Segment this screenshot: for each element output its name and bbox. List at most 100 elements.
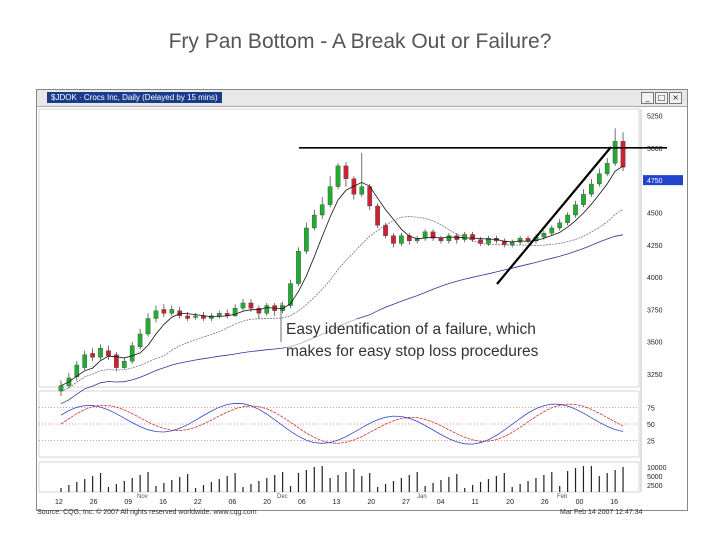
candle-body xyxy=(216,313,222,317)
x-axis-tick-label: 26 xyxy=(90,499,98,506)
price-axis-label: 3500 xyxy=(647,340,663,347)
candle-body xyxy=(359,186,365,195)
candle-body xyxy=(98,348,103,358)
candle-body xyxy=(82,354,88,368)
oscillator-line-b xyxy=(60,402,624,445)
price-axis-label: 4500 xyxy=(647,210,663,217)
candle-body xyxy=(121,360,127,368)
candle-body xyxy=(414,238,420,242)
x-axis-tick-label: 13 xyxy=(333,499,341,506)
volume-axis-label: 5000 xyxy=(647,474,663,481)
candle-body xyxy=(304,227,309,252)
price-axis-label: 3250 xyxy=(647,372,663,379)
candle-body xyxy=(232,307,238,317)
x-axis-tick-label: 16 xyxy=(159,499,167,506)
candle-body xyxy=(343,165,349,179)
footer-timestamp: Mar Feb 14 2007 12:47:34 xyxy=(560,509,643,516)
trend-line xyxy=(496,146,612,285)
x-axis-tick-label: 04 xyxy=(437,499,445,506)
candle-body xyxy=(351,178,357,195)
footer-source: Source: CQG, Inc. © 2007 All rights rese… xyxy=(37,509,257,516)
candle-body xyxy=(430,231,436,239)
candle-body xyxy=(422,231,428,239)
candle-body xyxy=(541,232,547,238)
time-marker-label: Jan xyxy=(417,494,427,500)
candle-body xyxy=(565,214,570,223)
close-button[interactable]: × xyxy=(669,92,682,104)
candle-body xyxy=(106,350,111,357)
candle-body xyxy=(201,315,206,319)
candle-body xyxy=(264,305,270,314)
candle-body xyxy=(557,222,563,229)
window-caption: $JDOK · Crocs Inc, Daily (Delayed by 15 … xyxy=(47,92,222,103)
candle-body xyxy=(525,238,531,242)
candle-body xyxy=(114,354,119,368)
oscillator-axis-label: 75 xyxy=(647,406,655,413)
candle-body xyxy=(193,315,198,318)
candle-body xyxy=(375,205,380,226)
annotation-line-1: Easy identification of a failure, which xyxy=(286,321,536,338)
candle-body xyxy=(612,141,618,164)
candle-body xyxy=(470,234,475,240)
moving-average-fast xyxy=(60,165,624,387)
x-axis-tick-label: 20 xyxy=(263,499,271,506)
x-axis-tick-label: 16 xyxy=(610,499,618,506)
price-axis-label: 5000 xyxy=(647,146,663,153)
slide-title: Fry Pan Bottom - A Break Out or Failure? xyxy=(168,30,552,53)
annotation-line-2: makes for easy stop loss procedures xyxy=(286,343,539,360)
x-axis-tick-label: 09 xyxy=(124,499,132,506)
candle-body xyxy=(391,235,396,244)
candle-body xyxy=(335,165,341,187)
candle-body xyxy=(185,315,190,319)
oscillator-axis-label: 50 xyxy=(647,422,655,429)
candle-body xyxy=(288,283,293,306)
candle-body xyxy=(438,238,444,242)
x-axis-tick-label: 00 xyxy=(576,499,584,506)
candle-body xyxy=(517,238,523,243)
candle-body xyxy=(90,353,95,358)
candle-body xyxy=(596,173,602,185)
price-axis-label: 3750 xyxy=(647,307,663,314)
candle-body xyxy=(399,235,404,244)
volume-panel-frame xyxy=(38,461,640,493)
x-axis-tick-label: 06 xyxy=(229,499,237,506)
time-marker-label: Feb xyxy=(557,494,568,500)
candle-body xyxy=(367,186,373,207)
time-marker-label: Nov xyxy=(137,494,148,500)
candle-body xyxy=(319,204,325,216)
x-axis-tick-label: 20 xyxy=(506,499,514,506)
candle-body xyxy=(129,345,135,362)
volume-axis-label: 2500 xyxy=(647,483,663,490)
window-titlebar[interactable]: $JDOK · Crocs Inc, Daily (Delayed by 15 … xyxy=(37,90,687,107)
maximize-button[interactable]: □ xyxy=(655,92,668,104)
candle-body xyxy=(256,307,262,314)
candle-body xyxy=(549,227,555,234)
last-price-label: 4750 xyxy=(647,178,663,185)
minimize-button[interactable]: _ xyxy=(641,92,654,104)
candle-body xyxy=(581,194,586,205)
candle-body xyxy=(169,309,175,314)
candle-body xyxy=(248,302,254,309)
oscillator-axis-label: 25 xyxy=(647,439,655,446)
price-chart[interactable]: 5250500047504500425040003750350032504750… xyxy=(37,107,687,510)
candle-body xyxy=(137,333,143,348)
candle-body xyxy=(296,251,301,284)
candle-body xyxy=(311,214,317,229)
oscillator-line-a xyxy=(60,403,624,444)
candle-body xyxy=(145,318,151,335)
price-axis-label: 5250 xyxy=(647,113,663,120)
chart-window: $JDOK · Crocs Inc, Daily (Delayed by 15 … xyxy=(36,89,688,511)
candle-body xyxy=(509,242,515,245)
price-axis-label: 4000 xyxy=(647,275,663,282)
candle-body xyxy=(383,225,388,236)
x-axis-tick-label: 27 xyxy=(402,499,410,506)
x-axis-tick-label: 20 xyxy=(367,499,375,506)
candle-body xyxy=(153,310,159,319)
x-axis-tick-label: 12 xyxy=(55,499,63,506)
price-panel-frame xyxy=(38,108,640,388)
time-marker-label: Dec xyxy=(277,494,288,500)
candle-body xyxy=(589,183,594,195)
candle-body xyxy=(327,186,333,205)
candle-body xyxy=(446,235,452,242)
candle-body xyxy=(620,141,626,168)
